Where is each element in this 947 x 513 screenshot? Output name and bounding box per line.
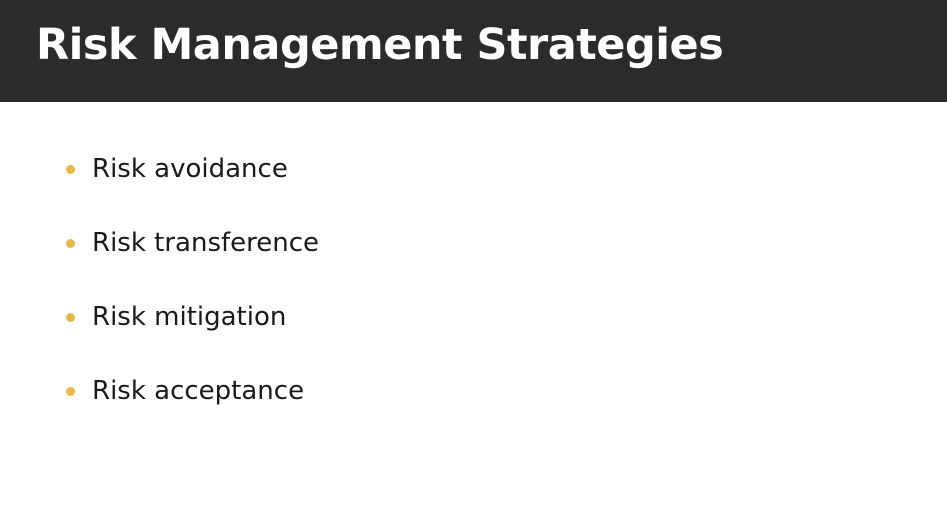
bullet-text: Risk avoidance <box>92 154 288 184</box>
title-bar: Risk Management Strategies <box>0 0 947 102</box>
bullet-text: Risk acceptance <box>92 376 305 406</box>
bullet-dot-icon <box>66 164 75 174</box>
bullet-text: Risk transference <box>92 228 320 258</box>
bullet-dot-icon <box>66 238 75 248</box>
bullet-text: Risk mitigation <box>92 302 287 332</box>
bullet-item-risk-acceptance: Risk acceptance <box>66 370 319 412</box>
bullet-dot-icon <box>66 386 75 396</box>
bullet-list: Risk avoidance Risk transference Risk mi… <box>66 148 319 444</box>
bullet-item-risk-avoidance: Risk avoidance <box>66 148 319 190</box>
bullet-item-risk-transference: Risk transference <box>66 222 319 264</box>
bullet-dot-icon <box>66 312 75 322</box>
bullet-item-risk-mitigation: Risk mitigation <box>66 296 319 338</box>
slide-title: Risk Management Strategies <box>36 20 724 70</box>
